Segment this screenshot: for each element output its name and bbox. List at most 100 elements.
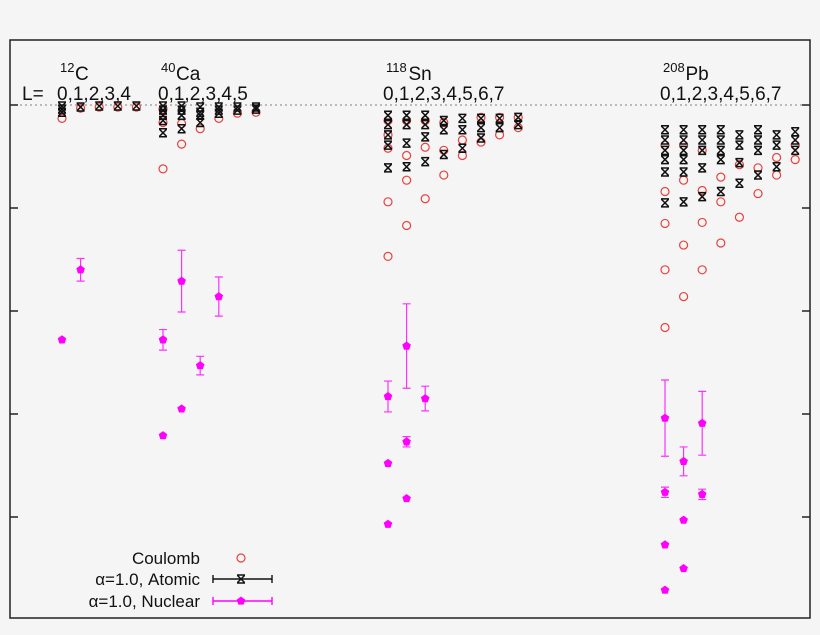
column-L0 — [660, 124, 670, 594]
atomic-point — [57, 107, 67, 117]
coulomb-point — [57, 113, 67, 123]
nuclear-point — [660, 585, 670, 594]
column-L3 — [716, 124, 726, 248]
atomic-point — [132, 101, 141, 111]
atomic-point — [753, 135, 763, 145]
column-L4 — [131, 101, 141, 112]
atomic-point — [402, 162, 411, 172]
legend-line-atomic — [212, 575, 273, 583]
coulomb-point — [383, 251, 393, 262]
coulomb-point — [678, 140, 689, 150]
nuclear-point — [177, 276, 186, 285]
coulomb-point — [716, 172, 726, 182]
column-L3 — [439, 115, 449, 180]
coulomb-point — [113, 102, 123, 112]
atomic-point — [791, 145, 800, 156]
atomic-point — [791, 127, 800, 137]
nuclear-point — [402, 437, 411, 446]
column-L5 — [753, 124, 763, 199]
atomic-point — [716, 135, 725, 145]
atomic-point — [421, 132, 430, 142]
legend-label-nuclear: α=1.0, Nuclear — [89, 592, 201, 611]
atomic-point — [679, 167, 688, 177]
l-values-label: 0,1,2,3,4,5,6,7 — [660, 84, 782, 105]
atomic-point — [233, 102, 242, 112]
column-L2 — [195, 102, 205, 376]
column-L1 — [75, 102, 86, 282]
atomic-point — [158, 115, 168, 126]
nuclear-point — [158, 431, 168, 440]
column-L2 — [697, 124, 707, 501]
coulomb-point — [790, 154, 800, 165]
atomic-point — [383, 110, 393, 121]
coulomb-point — [420, 194, 430, 204]
atomic-point — [698, 135, 707, 145]
column-L7 — [513, 112, 523, 133]
coulomb-point — [195, 124, 205, 134]
atomic-point — [383, 119, 393, 130]
coulomb-point — [734, 160, 745, 170]
atomic-point — [514, 119, 523, 130]
column-L1 — [177, 101, 187, 413]
atomic-point — [753, 170, 763, 180]
coulomb-point — [476, 112, 486, 122]
atomic-point — [233, 105, 242, 115]
atomic-point — [158, 105, 168, 115]
atomic-point — [196, 107, 205, 117]
coulomb-point — [697, 265, 707, 275]
coulomb-point — [660, 322, 670, 333]
atomic-point — [679, 124, 688, 135]
nucleus-symbol: Sn — [409, 64, 432, 85]
atomic-point — [177, 110, 186, 121]
plot-frame — [9, 39, 811, 619]
nuclear-point — [57, 335, 67, 344]
column-L4 — [232, 102, 242, 118]
atomic-point — [679, 197, 688, 207]
coulomb-point — [697, 185, 707, 196]
atomic-point — [439, 124, 448, 135]
column-L4 — [734, 130, 745, 222]
coulomb-point — [660, 140, 670, 150]
atomic-point — [251, 104, 261, 114]
legend-label-coulomb: Coulomb — [132, 549, 200, 568]
atomic-point — [495, 122, 504, 133]
atomic-point — [214, 105, 223, 115]
coulomb-point — [131, 102, 141, 112]
coulomb-point — [697, 217, 707, 228]
atomic-point — [660, 167, 670, 177]
nuclear-point — [660, 487, 670, 496]
atomic-point — [458, 113, 467, 124]
column-L6 — [495, 112, 505, 140]
atomic-point — [716, 154, 725, 165]
nucleus-mass-number: 40 — [161, 60, 175, 75]
coulomb-point — [236, 553, 246, 563]
coulomb-point — [716, 197, 726, 207]
atomic-point — [113, 101, 122, 111]
column-L6 — [771, 130, 782, 180]
column-L0 — [383, 110, 393, 528]
atomic-point — [753, 145, 763, 156]
atomic-point — [402, 138, 411, 148]
nuclear-point — [679, 515, 688, 524]
atomic-point — [421, 156, 430, 167]
nuclear-point — [195, 361, 205, 370]
nuclear-point — [660, 413, 670, 422]
nuclear-point — [697, 418, 707, 427]
atomic-point — [735, 130, 744, 140]
l-values-label: 0,1,2,3,4,5 — [158, 84, 248, 105]
atomic-point — [158, 128, 168, 138]
coulomb-point — [495, 112, 505, 122]
legend-label-atomic: α=1.0, Atomic — [95, 570, 200, 589]
nuclear-point — [679, 456, 688, 465]
data-marks — [57, 101, 800, 594]
atomic-point — [177, 123, 186, 134]
coulomb-point — [402, 220, 412, 231]
coulomb-point — [420, 142, 430, 152]
atomic-point — [753, 124, 763, 135]
atomic-point — [383, 130, 393, 140]
atomic-point — [698, 124, 707, 135]
atomic-point — [236, 574, 246, 584]
column-L2 — [420, 110, 430, 412]
atomic-point — [458, 143, 467, 154]
